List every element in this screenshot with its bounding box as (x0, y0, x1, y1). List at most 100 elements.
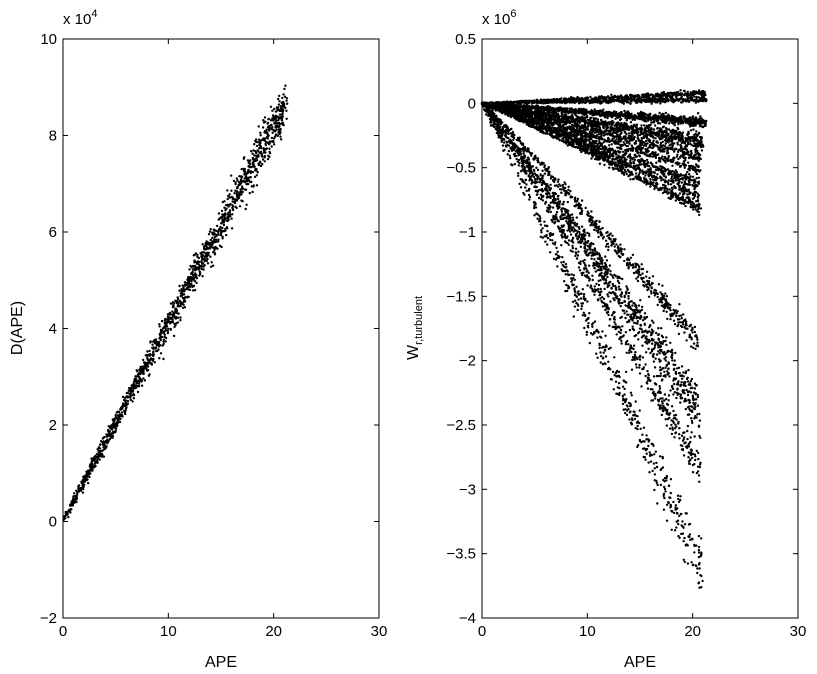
right-scatter-point (579, 110, 582, 113)
right-scatter-point (605, 114, 608, 117)
left-scatter-point (168, 313, 171, 316)
right-scatter-point (656, 119, 660, 122)
left-scatter-point (184, 300, 187, 303)
left-scatter-point (132, 382, 135, 385)
left-scatter-point (148, 349, 151, 353)
left-y-tick-label: 4 (49, 321, 57, 338)
left-scatter-point (133, 378, 136, 381)
right-scatter-point (623, 99, 626, 103)
right-scatter-point (614, 94, 617, 98)
right-scatter-point (667, 118, 671, 121)
right-scatter-point (605, 101, 608, 104)
left-scatter-point (102, 446, 105, 449)
right-scatter-point (622, 102, 625, 106)
left-scatter-point (231, 205, 235, 208)
left-scatter-point (278, 122, 281, 126)
left-scatter-point (254, 159, 257, 163)
right-scatter-point (554, 112, 557, 116)
left-scatter-point (160, 335, 164, 339)
right-scatter-point (677, 91, 680, 94)
right-scatter-point (591, 125, 594, 129)
right-scatter-point (606, 126, 609, 129)
left-scatter-point (249, 162, 252, 166)
right-scatter-point (544, 101, 547, 104)
left-scatter-point (88, 470, 91, 473)
right-scatter-point (596, 112, 600, 115)
right-scatter-point (590, 98, 593, 102)
right-scatter-point (680, 134, 683, 138)
left-scatter-point (170, 316, 174, 320)
left-scatter-point (172, 304, 175, 307)
left-scatter-point (158, 357, 161, 360)
right-scatter-point (666, 150, 669, 153)
right-scatter-point (690, 94, 693, 97)
right-scatter-point (700, 117, 703, 120)
left-scatter-point (126, 400, 130, 403)
left-scatter-point (87, 473, 90, 476)
left-y-axis-label: D(APE) (9, 301, 26, 355)
left-scatter-point (235, 190, 239, 194)
left-scatter-point (211, 231, 214, 235)
left-scatter-point (271, 126, 274, 129)
right-scatter-point (537, 105, 540, 109)
left-scatter-point (134, 375, 137, 378)
left-scatter-point (137, 382, 141, 385)
right-scatter-point (640, 124, 643, 127)
left-y-tick-label: 6 (49, 224, 57, 241)
right-scatter-point (661, 94, 664, 98)
left-scatter-point (241, 179, 245, 183)
left-scatter-point (258, 147, 261, 150)
left-scatter-point (195, 277, 199, 280)
left-scatter-point (206, 262, 210, 265)
left-scatter-point (147, 353, 150, 356)
right-scatter-point (675, 132, 679, 136)
right-scatter-point (652, 128, 655, 131)
left-scatter-point (246, 182, 250, 186)
right-scatter-point (639, 127, 642, 130)
left-scatter-point (114, 413, 117, 417)
right-scatter-point (674, 116, 677, 120)
right-scatter-point (629, 112, 633, 116)
left-scatter-point (116, 420, 119, 423)
left-scatter-point (216, 247, 219, 250)
left-scatter-point (114, 425, 117, 429)
left-scatter-point (263, 160, 266, 163)
left-scatter-point (123, 399, 127, 403)
right-scatter-point (665, 115, 668, 118)
left-scatter-point (186, 276, 190, 279)
left-scatter-point (257, 162, 260, 165)
right-scatter-point (591, 113, 594, 117)
left-scatter-point (195, 268, 198, 271)
right-scatter-point (652, 145, 655, 149)
right-scatter-point (539, 100, 543, 104)
right-scatter-point (651, 100, 654, 104)
left-scatter-point (239, 182, 242, 186)
right-scatter-point (689, 140, 692, 143)
left-scatter-point (275, 122, 279, 125)
right-scatter-point (655, 95, 658, 98)
left-scatter-point (273, 107, 276, 111)
left-scatter-point (139, 365, 142, 368)
right-scatter-point (665, 152, 669, 155)
left-scatter-point (159, 339, 162, 342)
left-scatter-point (219, 231, 223, 235)
right-scatter-point (655, 133, 658, 137)
right-scatter-point (619, 129, 622, 132)
left-scatter-point (239, 180, 243, 183)
left-y-tick-label: 8 (49, 128, 57, 145)
right-scatter-point (697, 96, 700, 99)
left-scatter-point (269, 119, 273, 122)
right-scatter-point (635, 101, 638, 105)
left-scatter-point (81, 483, 85, 486)
left-scatter-point (135, 381, 138, 385)
left-scatter-point (111, 422, 115, 425)
left-scatter-point (107, 430, 110, 433)
right-scatter-point (620, 122, 623, 125)
left-scatter-point (114, 430, 117, 434)
right-scatter-point (590, 121, 594, 124)
left-scatter-point (163, 321, 166, 324)
left-scatter-point (169, 322, 172, 325)
left-scatter-point (172, 301, 175, 305)
left-scatter-point (281, 96, 284, 100)
left-scatter-point (240, 176, 243, 179)
